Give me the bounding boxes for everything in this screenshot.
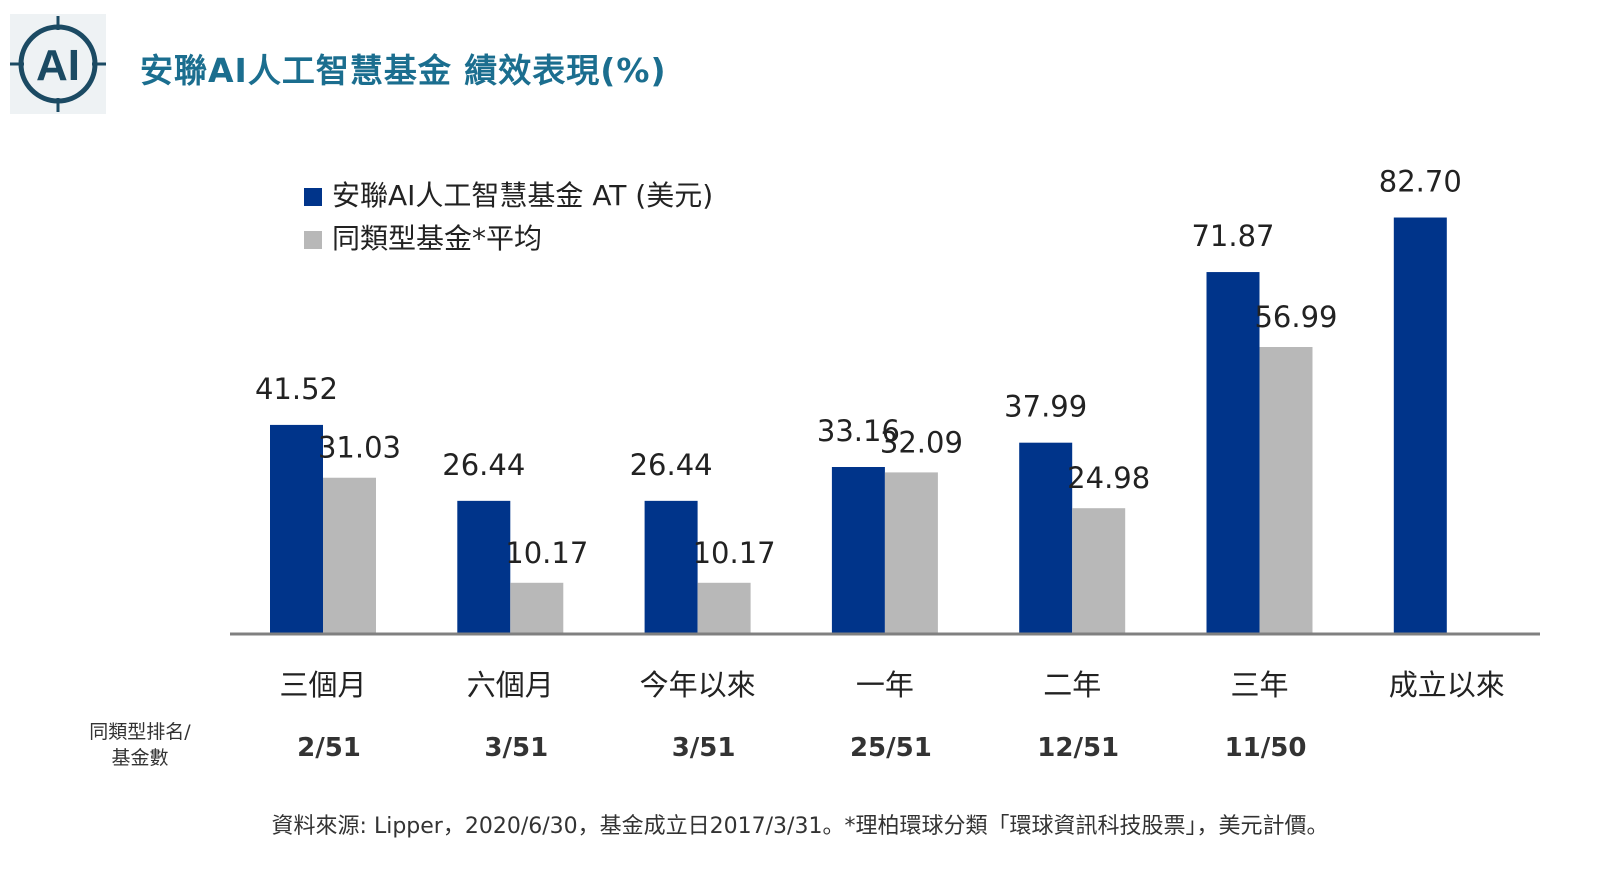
ranking-header-line2: 基金數 bbox=[111, 747, 169, 769]
category-tick-label: 今年以來 bbox=[640, 668, 756, 702]
ranking-value: 3/51 bbox=[484, 733, 548, 763]
peer-avg-value-label: 56.99 bbox=[1254, 300, 1337, 334]
peer-avg-bar bbox=[1259, 346, 1313, 634]
ai-logo: AI bbox=[10, 14, 106, 114]
peer-avg-bar bbox=[884, 472, 938, 634]
ranking-value: 11/50 bbox=[1225, 733, 1307, 763]
peer-avg-bar bbox=[1072, 508, 1126, 634]
ranking-header-line1: 同類型排名/ bbox=[89, 721, 191, 743]
fund-value-label: 26.44 bbox=[630, 448, 713, 482]
category-tick-label: 六個月 bbox=[467, 668, 554, 702]
ranking-header: 同類型排名/ 基金數 bbox=[72, 719, 208, 771]
ranking-value: 3/51 bbox=[672, 733, 736, 763]
peer-avg-value-label: 31.03 bbox=[318, 431, 401, 465]
fund-value-label: 26.44 bbox=[442, 448, 525, 482]
fund-bar bbox=[1393, 217, 1447, 634]
ranking-value: 25/51 bbox=[850, 733, 932, 763]
fund-bar bbox=[1019, 442, 1073, 634]
category-tick-label: 三年 bbox=[1230, 668, 1288, 702]
legend-swatch-fund bbox=[304, 188, 322, 206]
legend-label-fund: 安聯AI人工智慧基金 AT (美元) bbox=[332, 179, 713, 212]
fund-bar bbox=[831, 467, 885, 634]
peer-avg-value-label: 32.09 bbox=[880, 425, 963, 459]
fund-bar bbox=[644, 500, 698, 634]
peer-avg-value-label: 10.17 bbox=[693, 536, 776, 570]
legend-swatch-peer-avg bbox=[304, 231, 322, 249]
category-tick-label: 成立以來 bbox=[1389, 668, 1505, 702]
page-title: 安聯AI人工智慧基金 績效表現(%) bbox=[140, 51, 667, 90]
category-tick-label: 三個月 bbox=[279, 668, 366, 702]
legend-label-peer-avg: 同類型基金*平均 bbox=[332, 222, 542, 255]
ranking-value: 2/51 bbox=[297, 733, 361, 763]
peer-avg-bar bbox=[697, 582, 751, 634]
source-note: 資料來源: Lipper，2020/6/30，基金成立日2017/3/31。*理… bbox=[271, 814, 1329, 839]
peer-avg-value-label: 24.98 bbox=[1067, 461, 1150, 495]
peer-avg-bar bbox=[323, 477, 376, 634]
category-tick-label: 二年 bbox=[1043, 668, 1101, 702]
fund-bar bbox=[457, 500, 511, 634]
peer-avg-value-label: 10.17 bbox=[505, 536, 588, 570]
fund-value-label: 82.70 bbox=[1379, 165, 1462, 199]
crosshair-icon: AI bbox=[10, 16, 106, 112]
fund-bar bbox=[1206, 272, 1260, 634]
ranking-value: 12/51 bbox=[1037, 733, 1119, 763]
fund-value-label: 41.52 bbox=[255, 372, 338, 406]
category-tick-label: 一年 bbox=[856, 668, 914, 702]
fund-value-label: 71.87 bbox=[1191, 219, 1274, 253]
fund-bar bbox=[270, 424, 323, 634]
fund-value-label: 37.99 bbox=[1004, 390, 1087, 424]
fund-value-label: 33.16 bbox=[817, 414, 900, 448]
logo-text: AI bbox=[36, 41, 80, 90]
peer-avg-bar bbox=[510, 582, 564, 634]
